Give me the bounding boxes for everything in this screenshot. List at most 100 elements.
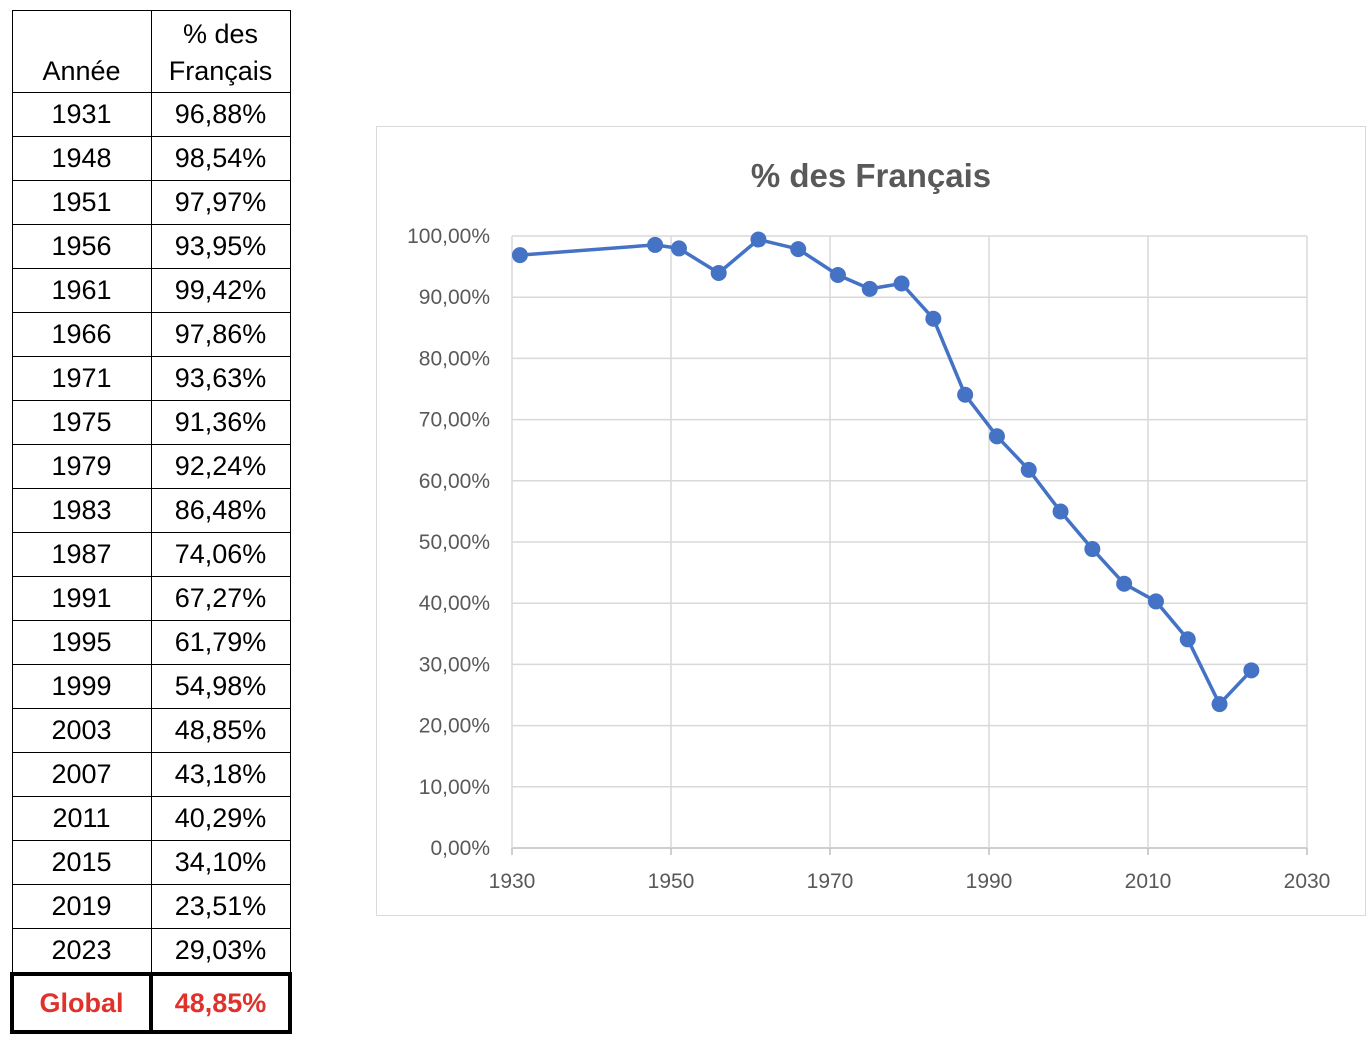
table-row: 1979 92,24% xyxy=(11,444,291,489)
pct-cell: 86,48% xyxy=(150,488,291,533)
line-chart: % des Français 0,00% 10,00% 20,00% 30,00% 40… xyxy=(407,157,1331,893)
table-row: 2011 40,29% xyxy=(11,796,291,841)
series-line xyxy=(519,237,1253,706)
table-row: 1931 96,88% xyxy=(11,92,291,137)
table-row: 2003 48,85% xyxy=(11,708,291,753)
pct-cell: 54,98% xyxy=(150,664,291,709)
year-cell: 1975 xyxy=(11,400,152,445)
year-cell: 1948 xyxy=(11,136,152,181)
pct-cell: 92,24% xyxy=(150,444,291,489)
header-pct: % des Français xyxy=(150,10,291,93)
y-tick-label: 60,00% xyxy=(419,470,490,493)
y-tick-label: 80,00% xyxy=(419,347,490,370)
pct-cell: 40,29% xyxy=(150,796,291,841)
y-tick-label: 100,00% xyxy=(407,225,490,248)
table-row: 1956 93,95% xyxy=(11,224,291,269)
year-cell: 1991 xyxy=(11,576,152,621)
year-cell: 1971 xyxy=(11,356,152,401)
year-cell: 2007 xyxy=(11,752,152,797)
data-point xyxy=(1179,631,1196,648)
chart-title: % des Français xyxy=(751,157,991,194)
data-point xyxy=(1084,541,1101,558)
pct-cell: 23,51% xyxy=(150,884,291,929)
year-cell: 1951 xyxy=(11,180,152,225)
y-tick-label: 20,00% xyxy=(419,715,490,738)
year-cell: 2019 xyxy=(11,884,152,929)
data-point xyxy=(1020,461,1037,478)
data-point xyxy=(750,231,767,248)
data-point xyxy=(988,428,1005,445)
year-cell: 1995 xyxy=(11,620,152,665)
pct-cell: 93,63% xyxy=(150,356,291,401)
table-header-row: Année % des Français xyxy=(11,10,291,93)
data-point xyxy=(1211,696,1228,713)
table-row: 1999 54,98% xyxy=(11,664,291,709)
x-tick-label: 2030 xyxy=(1284,870,1331,893)
data-point xyxy=(1243,662,1260,679)
chart-area: % des Français 0,00% 10,00% 20,00% 30,00% 40… xyxy=(376,126,1366,916)
pct-cell: 67,27% xyxy=(150,576,291,621)
pct-cell: 99,42% xyxy=(150,268,291,313)
table-row: 1987 74,06% xyxy=(11,532,291,577)
pct-cell: 97,86% xyxy=(150,312,291,357)
data-table: Année % des Français 1931 96,88% 1948 98,54%… xyxy=(10,10,292,1034)
data-point xyxy=(511,247,528,264)
table-row: 1951 97,97% xyxy=(11,180,291,225)
pct-cell: 98,54% xyxy=(150,136,291,181)
table-row: 2015 34,10% xyxy=(11,840,291,885)
table-body: 1931 96,88% 1948 98,54% 1951 97,97% 1956 93,95%… xyxy=(11,92,291,975)
year-cell: 1956 xyxy=(11,224,152,269)
data-point xyxy=(1052,503,1069,520)
pct-cell: 48,85% xyxy=(150,708,291,753)
pct-cell: 29,03% xyxy=(150,928,291,975)
table-row: 1995 61,79% xyxy=(11,620,291,665)
table-row: 1983 86,48% xyxy=(11,488,291,533)
pct-cell: 34,10% xyxy=(150,840,291,885)
data-point xyxy=(790,241,807,258)
data-point xyxy=(861,280,878,297)
table-row: 1991 67,27% xyxy=(11,576,291,621)
table-row: 1971 93,63% xyxy=(11,356,291,401)
x-tick-label: 1930 xyxy=(489,870,536,893)
data-point xyxy=(957,386,974,403)
data-point xyxy=(647,236,664,253)
total-row: Global 48,85% xyxy=(10,972,292,1034)
pct-cell: 61,79% xyxy=(150,620,291,665)
x-tick-label: 1990 xyxy=(966,870,1013,893)
data-point xyxy=(1116,575,1133,592)
table-row: 1975 91,36% xyxy=(11,400,291,445)
year-cell: 2011 xyxy=(11,796,152,841)
x-tick-label: 1950 xyxy=(648,870,695,893)
pct-cell: 97,97% xyxy=(150,180,291,225)
table-row: 2019 23,51% xyxy=(11,884,291,929)
y-tick-label: 50,00% xyxy=(419,531,490,554)
header-pct-line2: Français xyxy=(168,56,273,86)
year-cell: 1999 xyxy=(11,664,152,709)
year-cell: 1966 xyxy=(11,312,152,357)
pct-cell: 91,36% xyxy=(150,400,291,445)
table-row: 1961 99,42% xyxy=(11,268,291,313)
y-tick-label: 40,00% xyxy=(419,592,490,615)
data-point xyxy=(893,275,910,292)
data-point xyxy=(670,240,687,257)
header-year: Année xyxy=(11,10,152,93)
x-tick-label: 2010 xyxy=(1125,870,1172,893)
table-row: 1966 97,86% xyxy=(11,312,291,357)
y-tick-label: 10,00% xyxy=(419,776,490,799)
year-cell: 2023 xyxy=(11,928,152,975)
year-cell: 1931 xyxy=(11,92,152,137)
pct-cell: 93,95% xyxy=(150,224,291,269)
total-value: 48,85% xyxy=(149,972,292,1034)
total-label: Global xyxy=(10,972,153,1034)
table-row: 2007 43,18% xyxy=(11,752,291,797)
year-cell: 2003 xyxy=(11,708,152,753)
data-point xyxy=(1147,593,1164,610)
header-pct-line1: % des xyxy=(182,19,259,49)
year-cell: 2015 xyxy=(11,840,152,885)
data-point xyxy=(829,266,846,283)
year-cell: 1983 xyxy=(11,488,152,533)
data-point xyxy=(710,265,727,282)
y-tick-label: 90,00% xyxy=(419,286,490,309)
pct-cell: 96,88% xyxy=(150,92,291,137)
year-cell: 1961 xyxy=(11,268,152,313)
